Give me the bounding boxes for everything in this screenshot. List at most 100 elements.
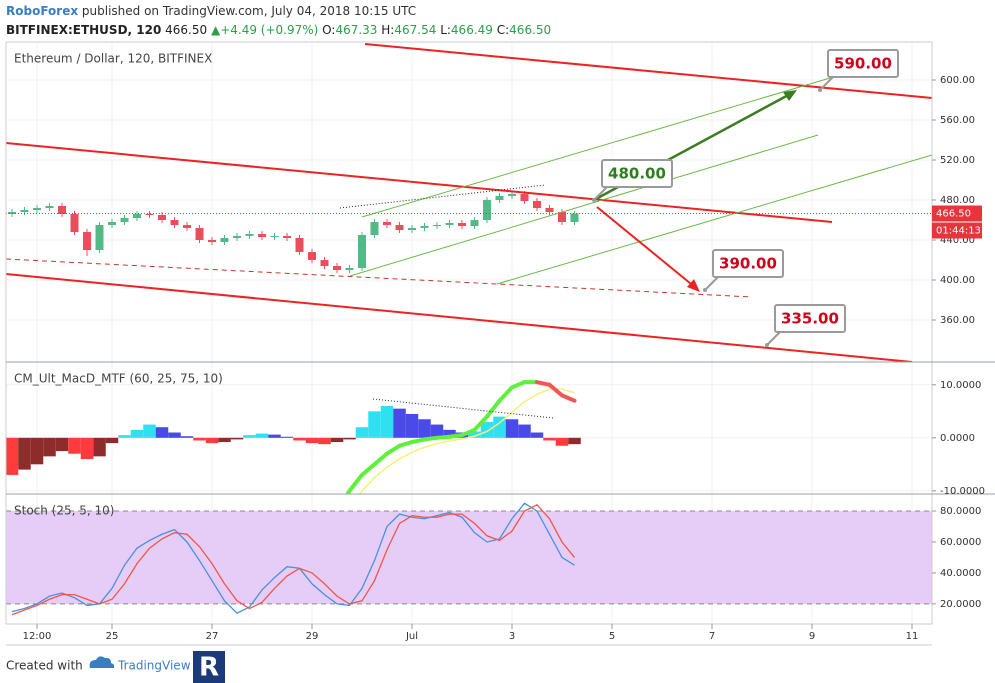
pane-title: Stoch (25, 5, 10)	[14, 504, 114, 518]
histogram-bar	[555, 437, 569, 446]
candle-body	[245, 234, 254, 236]
histogram-bar	[6, 437, 19, 475]
x-tick-label: 29	[306, 631, 319, 642]
histogram-bar	[418, 419, 431, 438]
logo-box	[193, 651, 225, 683]
macd-segment	[472, 414, 489, 432]
x-tick-label: 9	[809, 631, 815, 642]
candle-body	[70, 214, 79, 232]
macd-segment	[360, 462, 377, 477]
y-tick-label: 440.00	[940, 235, 975, 246]
candle-body	[33, 208, 41, 210]
y-tick-label: 40.0000	[940, 568, 981, 579]
histogram-bar	[330, 437, 344, 443]
macd-segment	[510, 380, 527, 390]
candle-body	[345, 268, 354, 270]
candle-body	[58, 206, 66, 214]
candle-body	[183, 225, 191, 228]
annotations: 590.00 480.00 390.00 335.00	[592, 49, 899, 347]
signal-line	[359, 388, 575, 494]
candle-body	[395, 225, 404, 230]
histogram-bar	[180, 436, 194, 438]
histogram-bar	[518, 424, 531, 438]
macd-segment	[397, 440, 414, 448]
arrow	[596, 206, 697, 289]
histogram-bar	[105, 437, 119, 444]
arrow: ▲	[211, 23, 221, 37]
symbol: BITFINEX:ETHUSD, 120	[6, 23, 161, 37]
callout-point	[703, 288, 707, 292]
y-tick-label: 20.0000	[940, 599, 981, 610]
histogram-bar	[530, 432, 544, 438]
candle-body	[570, 213, 579, 222]
histogram-bar	[268, 434, 281, 438]
histogram-bar	[18, 437, 31, 470]
candle-body	[483, 200, 491, 220]
callout-point	[765, 343, 769, 347]
candle-body	[445, 223, 454, 225]
symbol-line: BITFINEX:ETHUSD, 120 466.50 ▲+4.49 (+0.9…	[6, 23, 551, 37]
histogram-bar	[255, 433, 269, 438]
x-tick-label: 25	[106, 631, 119, 642]
histogram-bar	[393, 408, 406, 438]
macd-pane	[6, 380, 581, 494]
y-tick-label: -10.0000	[940, 486, 985, 497]
histogram-bar	[318, 437, 331, 445]
candle-body	[270, 236, 279, 237]
histogram-bar	[93, 437, 106, 457]
candle-body	[158, 215, 166, 220]
dashed-line	[6, 258, 753, 298]
y-tick-label: 80.0000	[940, 506, 981, 517]
frame	[5, 41, 933, 625]
macd-segment	[347, 472, 364, 493]
divergence-line	[372, 398, 554, 419]
candle-body	[195, 228, 204, 240]
callout-leader	[704, 275, 720, 291]
callout-leader	[819, 75, 835, 91]
candle-body	[120, 218, 129, 222]
macd-segment	[385, 443, 402, 456]
callout-point	[592, 198, 596, 202]
candle-body	[333, 266, 341, 270]
histogram-bar	[568, 437, 581, 445]
candle-body	[170, 220, 179, 225]
histogram-bar	[43, 437, 56, 457]
candle-body	[308, 252, 316, 260]
x-tick-label: 12:00	[23, 631, 52, 642]
ohlc-key: L:	[440, 23, 451, 37]
x-tick-label: 5	[609, 631, 615, 642]
histogram-bar	[168, 432, 181, 438]
pane-title: Ethereum / Dollar, 120, BITFINEX	[14, 52, 212, 66]
x-tick-label: 3	[509, 631, 515, 642]
ohlc-value: 467.33	[335, 23, 377, 37]
candle-body	[133, 214, 141, 218]
histogram-bar	[218, 437, 231, 443]
macd-segment	[485, 398, 502, 419]
histogram-bar	[380, 406, 394, 438]
callout-leader	[766, 330, 782, 346]
histogram-bar	[505, 419, 519, 438]
channel-line	[6, 273, 913, 362]
callout-box	[601, 159, 673, 188]
candle-body	[520, 194, 529, 201]
callout-label: 335.00	[781, 310, 839, 328]
callout-label: 480.00	[608, 165, 666, 183]
ohlc-value: 466.50	[509, 23, 551, 37]
histogram-bar	[118, 435, 131, 438]
candle-body	[533, 201, 541, 208]
y-tick-label: 0.0000	[940, 433, 975, 444]
pitchfork-line	[361, 77, 831, 218]
channel-line	[364, 43, 932, 99]
candle-body	[108, 222, 116, 225]
macd-segment	[435, 434, 452, 440]
candle-body	[220, 238, 229, 242]
histogram-bar	[143, 424, 156, 438]
y-tick-label: 60.0000	[940, 537, 981, 548]
y-tick-label: 10.0000	[940, 380, 981, 391]
histogram-bar	[355, 427, 369, 438]
histogram-bar	[405, 413, 419, 438]
y-tick-label: 360.00	[940, 315, 975, 326]
arrow-head	[783, 90, 797, 101]
